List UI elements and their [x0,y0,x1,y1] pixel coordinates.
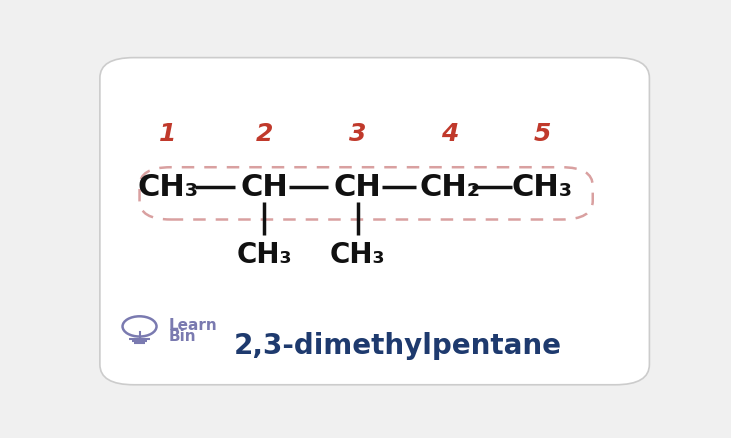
Text: 4: 4 [442,121,458,145]
Text: Bin: Bin [169,329,197,344]
Text: CH₃: CH₃ [512,173,573,202]
Text: 2: 2 [255,121,273,145]
Text: CH₃: CH₃ [137,173,198,202]
Text: 2,3-dimethylpentane: 2,3-dimethylpentane [233,332,561,360]
Text: CH₃: CH₃ [236,241,292,269]
Text: 3: 3 [349,121,366,145]
Text: Learn: Learn [169,318,218,332]
Text: 1: 1 [159,121,177,145]
Text: 5: 5 [534,121,551,145]
FancyBboxPatch shape [100,58,649,385]
Text: CH: CH [240,173,288,202]
Text: CH₃: CH₃ [330,241,385,269]
Text: CH: CH [334,173,382,202]
Text: CH₂: CH₂ [420,173,480,202]
